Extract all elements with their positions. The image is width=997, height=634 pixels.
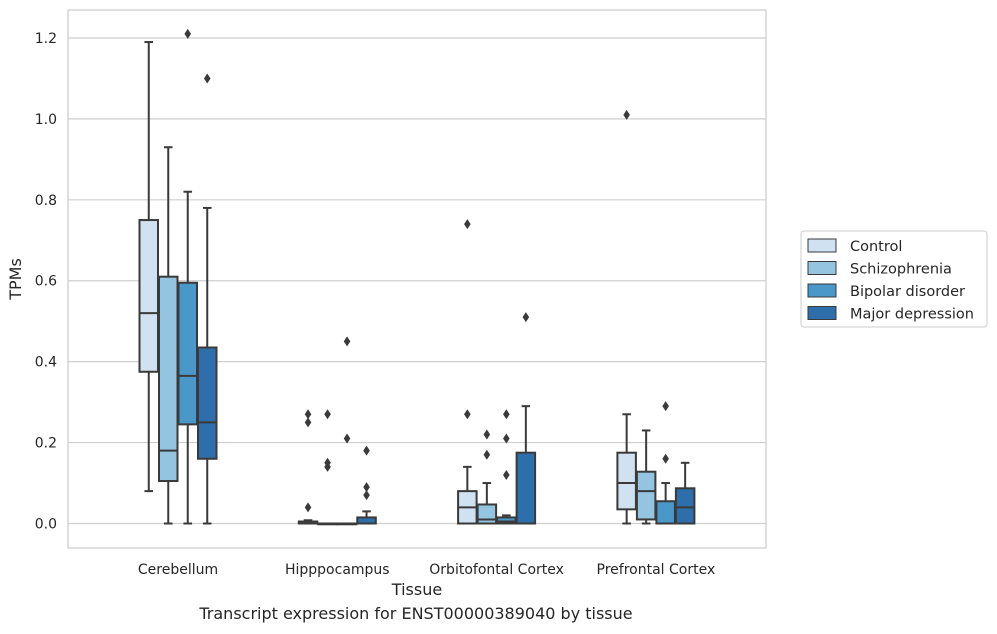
- legend-label: Schizophrenia: [850, 262, 952, 278]
- box-2-3: [476, 429, 498, 525]
- x-tick-label: Cerebellum: [138, 562, 218, 578]
- box-1-3: [457, 219, 478, 525]
- outlier-point: [304, 417, 312, 428]
- box-1-1: [138, 41, 159, 493]
- box-4-1: [197, 73, 218, 525]
- box-iqr: [635, 470, 657, 521]
- outlier-point: [662, 401, 669, 412]
- box-iqr: [496, 516, 517, 525]
- box-2-1: [158, 146, 179, 525]
- y-tick-label: 0.6: [35, 274, 57, 290]
- outlier-point: [623, 109, 630, 120]
- y-tick-label: 0.4: [35, 355, 57, 371]
- outlier-point: [483, 449, 491, 460]
- box-1-2: [297, 409, 319, 525]
- box-1-4: [616, 109, 637, 525]
- x-axis-label: Tissue: [391, 580, 442, 599]
- outlier-point: [324, 457, 331, 468]
- y-tick-label: 0.0: [35, 517, 57, 533]
- outlier-point: [343, 433, 351, 444]
- outlier-point: [363, 490, 370, 501]
- box-4-3: [515, 312, 537, 525]
- x-tick-labels: Cerebellum Hipppocampus Orbitofontal Corte…: [138, 562, 715, 578]
- legend-swatch: [807, 283, 837, 298]
- plot-area-border: [67, 9, 767, 549]
- outlier-point: [503, 409, 510, 420]
- outlier-point: [503, 433, 510, 444]
- legend-frame: [800, 230, 988, 328]
- y-axis-label: TPMs: [6, 258, 25, 301]
- boxplot-chart: 0.0 0.2 0.4 0.6 0.8 1.0 1.2 Cerebellum Hipppoca…: [6, 9, 988, 599]
- box-2-4: [635, 429, 657, 525]
- legend-swatch: [807, 238, 837, 253]
- outlier-point: [203, 73, 211, 84]
- box-iqr: [655, 500, 676, 525]
- outlier-point: [464, 409, 471, 420]
- box-iqr: [616, 451, 637, 511]
- legend-label: Control: [850, 239, 902, 255]
- y-tick-label: 1.2: [35, 31, 57, 47]
- legend-swatch: [807, 261, 837, 275]
- box-iqr: [177, 281, 198, 426]
- box-groups: [138, 28, 696, 526]
- box-iqr: [515, 451, 537, 525]
- outlier-point: [522, 312, 530, 323]
- y-tick-label: 0.8: [35, 193, 57, 209]
- x-tick-label: Orbitofontal Cortex: [429, 562, 564, 578]
- outlier-point: [662, 453, 669, 464]
- outlier-point: [184, 28, 192, 39]
- outlier-point: [363, 445, 370, 456]
- outlier-point: [304, 409, 312, 420]
- outlier-point: [483, 429, 491, 440]
- outlier-point: [343, 336, 351, 347]
- legend-label: Bipolar disorder: [850, 284, 965, 300]
- outlier-point: [464, 219, 471, 230]
- box-iqr: [674, 487, 696, 525]
- outlier-point: [363, 482, 370, 493]
- box-iqr: [197, 346, 218, 460]
- y-tick-label: 0.2: [35, 436, 57, 452]
- legend: Control Schizophrenia Bipolar disorder Majo…: [800, 230, 988, 328]
- box-iqr: [138, 219, 159, 373]
- outlier-point: [503, 469, 510, 480]
- box-iqr: [476, 503, 498, 525]
- x-tick-label: Prefrontal Cortex: [597, 562, 716, 578]
- y-tick-labels: 0.0 0.2 0.4 0.6 0.8 1.0 1.2: [35, 31, 57, 533]
- outlier-point: [324, 409, 331, 420]
- x-tick-label: Hipppocampus: [285, 562, 390, 578]
- plot-area-background: [68, 10, 766, 548]
- legend-label: Major depression: [850, 307, 974, 323]
- outlier-point: [304, 502, 312, 513]
- box-4-2: [356, 445, 377, 525]
- chart-caption: Transcript expression for ENST0000038904…: [199, 604, 633, 623]
- box-4-4: [674, 461, 696, 525]
- legend-swatch: [807, 306, 837, 320]
- y-tick-label: 1.0: [35, 112, 57, 128]
